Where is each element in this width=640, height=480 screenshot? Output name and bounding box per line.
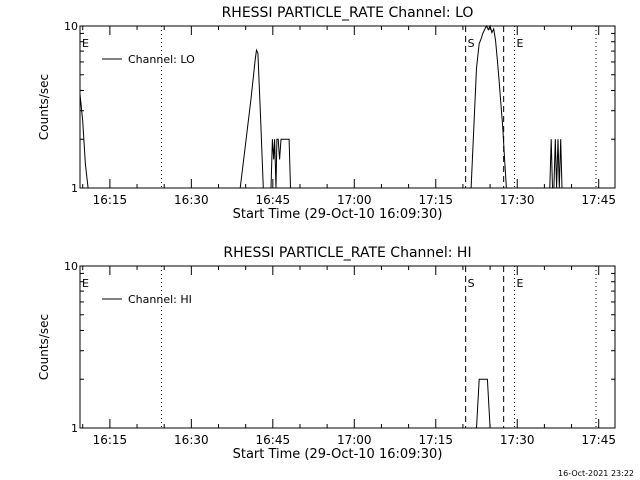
x-tick-label: 17:30 <box>500 433 535 447</box>
event-marker-label: E <box>517 277 524 290</box>
x-tick-label: 17:45 <box>581 433 616 447</box>
x-tick-label: 17:00 <box>337 193 372 207</box>
x-axis-label: Start Time (29-Oct-10 16:09:30) <box>233 447 443 462</box>
legend-label: Channel: HI <box>128 293 192 306</box>
y-axis-label: Counts/sec <box>37 74 51 140</box>
x-tick-label: 16:30 <box>174 193 209 207</box>
plot-frame <box>79 265 616 429</box>
chart-panel-lo: RHESSI PARTICLE_RATE Channel: LO 1 10 16:15… <box>37 5 616 222</box>
y-tick-label: 10 <box>64 20 78 33</box>
chart-title: RHESSI PARTICLE_RATE Channel: HI <box>223 245 471 261</box>
x-axis-label: Start Time (29-Oct-10 16:09:30) <box>233 207 443 222</box>
series-line <box>79 24 564 189</box>
event-marker-label: S <box>468 37 475 50</box>
x-tick-label: 16:15 <box>93 433 128 447</box>
x-tick-label: 17:30 <box>500 193 535 207</box>
series-line <box>476 378 491 429</box>
y-tick-label: 1 <box>71 182 78 195</box>
render-timestamp: 16-Oct-2021 23:22 <box>558 469 634 478</box>
plot-frame <box>79 25 616 189</box>
x-tick-label: 16:45 <box>256 433 291 447</box>
y-tick-label: 1 <box>71 422 78 435</box>
x-tick-label: 17:00 <box>337 433 372 447</box>
y-axis-label: Counts/sec <box>37 314 51 380</box>
event-marker-label: E <box>82 277 89 290</box>
x-tick-label: 16:45 <box>256 193 291 207</box>
y-tick-label: 10 <box>64 260 78 273</box>
legend-label: Channel: LO <box>128 53 195 66</box>
event-marker-label: E <box>82 37 89 50</box>
chart-panel-hi: RHESSI PARTICLE_RATE Channel: HI 1 10 16:15… <box>37 245 616 462</box>
x-tick-label: 16:30 <box>174 433 209 447</box>
x-tick-label: 17:15 <box>418 193 453 207</box>
x-tick-label: 16:15 <box>93 193 128 207</box>
x-tick-label: 17:15 <box>418 433 453 447</box>
chart-title: RHESSI PARTICLE_RATE Channel: LO <box>222 5 474 21</box>
x-tick-label: 17:45 <box>581 193 616 207</box>
event-marker-label: E <box>517 37 524 50</box>
event-marker-label: S <box>468 277 475 290</box>
